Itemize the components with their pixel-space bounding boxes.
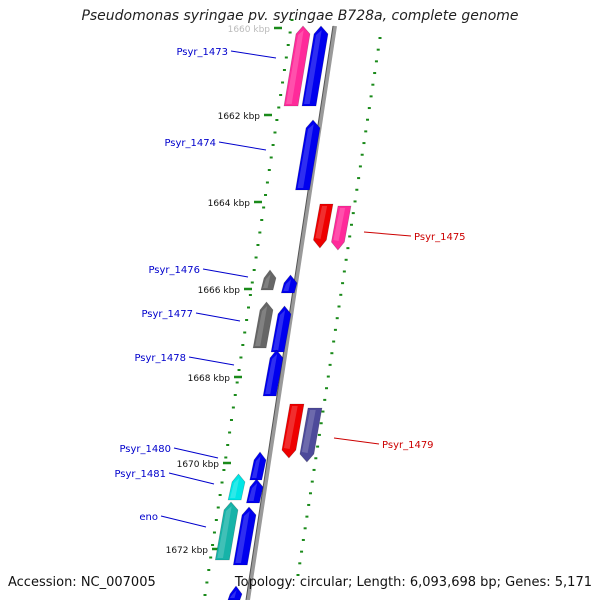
gene-highlight bbox=[283, 406, 298, 449]
gene-eno bbox=[214, 501, 239, 561]
gene-highlight bbox=[273, 310, 286, 350]
gene-segment-6 bbox=[280, 274, 298, 294]
gene-highlight bbox=[265, 354, 278, 394]
gene-body bbox=[249, 451, 267, 481]
ruler-label: 1670 kbp bbox=[177, 460, 220, 470]
gene-segment-11 bbox=[299, 407, 323, 463]
gene-body bbox=[227, 473, 246, 501]
gene-highlight bbox=[297, 124, 314, 188]
gene-body bbox=[246, 478, 264, 504]
gene-body bbox=[301, 25, 329, 107]
gene-label: Psyr_1479 bbox=[382, 440, 434, 451]
gene-label: Psyr_1477 bbox=[141, 309, 193, 320]
genome-summary: Topology: circular; Length: 6,093,698 bp… bbox=[234, 575, 592, 590]
ruler-label: 1662 kbp bbox=[218, 112, 261, 122]
gene-highlight bbox=[230, 478, 240, 498]
gene-segment-8 bbox=[270, 305, 292, 353]
gene-Psyr_1476 bbox=[260, 269, 277, 291]
label-leader bbox=[202, 268, 249, 278]
gene-highlight bbox=[217, 506, 232, 558]
gene-body bbox=[331, 205, 352, 251]
gene-highlight bbox=[251, 456, 261, 478]
gene-highlight bbox=[304, 30, 322, 104]
label-leader bbox=[333, 437, 380, 445]
gene-segment-14 bbox=[246, 478, 264, 504]
gene-Psyr_1474 bbox=[295, 119, 321, 191]
gene-highlight bbox=[283, 279, 292, 291]
gene-label: eno bbox=[139, 512, 158, 523]
gene-Psyr_1477 bbox=[252, 301, 274, 349]
gene-highlight bbox=[263, 274, 271, 288]
gene-highlight bbox=[255, 306, 268, 346]
gene-body bbox=[281, 403, 305, 459]
gene-body bbox=[280, 274, 298, 294]
gene-Psyr_1479 bbox=[281, 403, 305, 459]
gene-body bbox=[214, 501, 239, 561]
gene-body bbox=[283, 25, 311, 107]
gene-label: Psyr_1480 bbox=[119, 444, 171, 455]
gene-body bbox=[295, 119, 321, 191]
ruler-label: 1660 kbp bbox=[228, 25, 271, 35]
gene-highlight bbox=[235, 511, 250, 563]
gene-body bbox=[252, 301, 274, 349]
gene-Psyr_1481 bbox=[227, 473, 246, 501]
gene-segment-16 bbox=[232, 506, 257, 566]
label-leader bbox=[230, 50, 277, 59]
label-leader bbox=[160, 515, 207, 528]
gene-body bbox=[270, 305, 292, 353]
gene-Psyr_1478 bbox=[262, 349, 284, 397]
gene-highlight bbox=[286, 30, 304, 104]
gene-body bbox=[299, 407, 323, 463]
ruler-label: 1664 kbp bbox=[208, 199, 251, 209]
genome-title: Pseudomonas syringae pv. syringae B728a,… bbox=[81, 8, 519, 24]
gene-segment-17 bbox=[227, 585, 243, 600]
gene-highlight bbox=[301, 410, 316, 453]
gene-label: Psyr_1478 bbox=[134, 353, 186, 364]
gene-body bbox=[260, 269, 277, 291]
gene-highlight bbox=[229, 590, 237, 598]
label-leader bbox=[218, 141, 267, 151]
gene-label: Psyr_1475 bbox=[414, 232, 466, 243]
gene-segment-1 bbox=[301, 25, 329, 107]
gene-label: Psyr_1473 bbox=[176, 47, 228, 58]
ruler-label: 1668 kbp bbox=[188, 374, 231, 384]
ruler-label: 1672 kbp bbox=[166, 546, 209, 556]
gene-body bbox=[232, 506, 257, 566]
ruler-label: 1666 kbp bbox=[198, 286, 241, 296]
label-leader bbox=[173, 447, 219, 459]
gene-label: Psyr_1474 bbox=[164, 138, 216, 149]
gene-highlight bbox=[315, 206, 328, 239]
gene-Psyr_1475 bbox=[313, 203, 334, 249]
gene-highlight bbox=[333, 208, 346, 241]
accession-label: Accession: NC_007005 bbox=[8, 575, 156, 590]
sequence-spine bbox=[246, 25, 337, 600]
gene-Psyr_1473 bbox=[283, 25, 311, 107]
label-leader bbox=[195, 312, 241, 322]
gene-label: Psyr_1476 bbox=[148, 265, 200, 276]
gene-segment-4 bbox=[331, 205, 352, 251]
gene-body bbox=[313, 203, 334, 249]
gene-highlight bbox=[248, 483, 258, 501]
gene-Psyr_1480 bbox=[249, 451, 267, 481]
gene-label: Psyr_1481 bbox=[114, 469, 166, 480]
label-leader bbox=[363, 231, 412, 237]
label-leader bbox=[188, 356, 235, 366]
gene-body bbox=[227, 585, 243, 600]
label-leader bbox=[168, 472, 215, 485]
gene-body bbox=[262, 349, 284, 397]
